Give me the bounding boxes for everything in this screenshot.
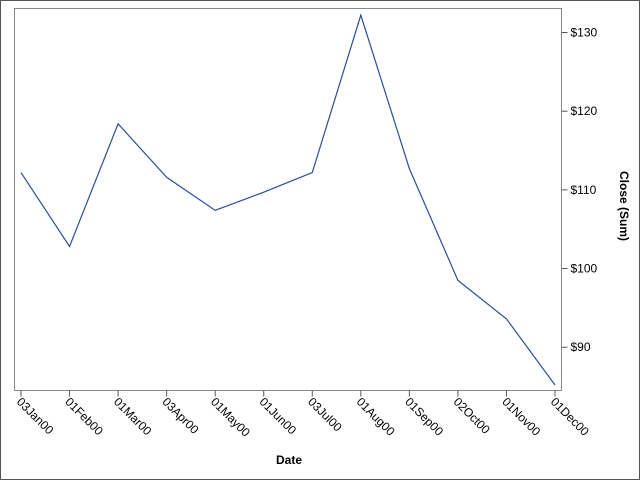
y-tick-label: $110 [571,183,597,197]
y-tick-label: $130 [571,25,598,39]
plot-frame [14,8,562,391]
y-axis-label: Close (Sum) [617,171,631,241]
x-axis-label: Date [276,453,302,467]
line-series [20,13,556,386]
y-tick-label: $90 [571,340,591,354]
y-tick-label: $100 [571,262,598,276]
y-tick-label: $120 [571,104,598,118]
